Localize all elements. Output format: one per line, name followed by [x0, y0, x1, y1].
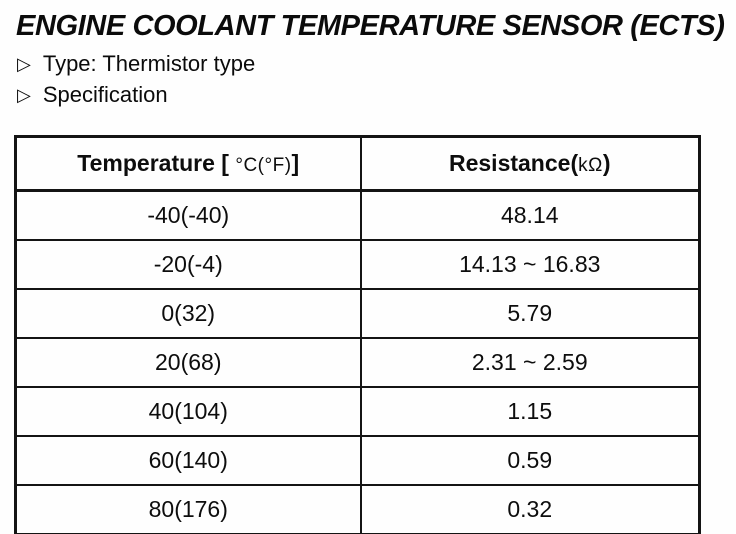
resistance-cell: 1.15	[359, 386, 701, 437]
table-header-row: Temperature [ °C(°F)] Resistance(kΩ)	[14, 135, 701, 192]
temperature-cell: 0(32)	[14, 288, 362, 339]
resistance-cell: 0.32	[359, 484, 701, 534]
col-header-resistance: Resistance(kΩ)	[359, 135, 701, 192]
table-row: 60(140) 0.59	[14, 435, 701, 486]
resistance-header-label: Resistance(	[448, 150, 579, 176]
table-row: 0(32) 5.79	[14, 288, 701, 339]
resistance-cell: 48.14	[359, 189, 701, 241]
triangle-bullet-icon: ▷	[17, 85, 31, 105]
resistance-cell: 2.31 ~ 2.59	[359, 337, 701, 388]
temperature-cell: 80(176)	[14, 484, 362, 534]
specification-table: Temperature [ °C(°F)] Resistance(kΩ) -40…	[14, 135, 701, 534]
bullet-specification-line: ▷ Specification	[17, 82, 168, 108]
resistance-cell: 14.13 ~ 16.83	[359, 239, 701, 290]
resistance-unit-label: kΩ	[578, 155, 603, 176]
resistance-cell: 5.79	[359, 288, 701, 339]
bullet-type-line: ▷ Type: Thermistor type	[17, 51, 255, 77]
temperature-cell: -20(-4)	[14, 239, 362, 290]
temperature-cell: 40(104)	[14, 386, 362, 437]
temperature-cell: 60(140)	[14, 435, 362, 486]
temperature-header-bracket: ]	[291, 150, 300, 176]
temperature-header-label: Temperature [	[77, 150, 236, 176]
resistance-cell: 0.59	[359, 435, 701, 486]
col-header-temperature: Temperature [ °C(°F)]	[14, 135, 362, 192]
triangle-bullet-icon: ▷	[17, 54, 31, 74]
temperature-unit-label: °C(°F)	[235, 155, 292, 176]
table-row: 80(176) 0.32	[14, 484, 701, 534]
table-row: 40(104) 1.15	[14, 386, 701, 437]
table-row: -40(-40) 48.14	[14, 189, 701, 241]
temperature-cell: 20(68)	[14, 337, 362, 388]
table-row: -20(-4) 14.13 ~ 16.83	[14, 239, 701, 290]
bullet-specification-text: Specification	[42, 82, 168, 107]
page-title: ENGINE COOLANT TEMPERATURE SENSOR (ECTS)	[16, 10, 725, 42]
resistance-header-bracket: )	[602, 150, 611, 176]
table-row: 20(68) 2.31 ~ 2.59	[14, 337, 701, 388]
bullet-type-text: Type: Thermistor type	[42, 51, 256, 76]
temperature-cell: -40(-40)	[14, 189, 362, 241]
